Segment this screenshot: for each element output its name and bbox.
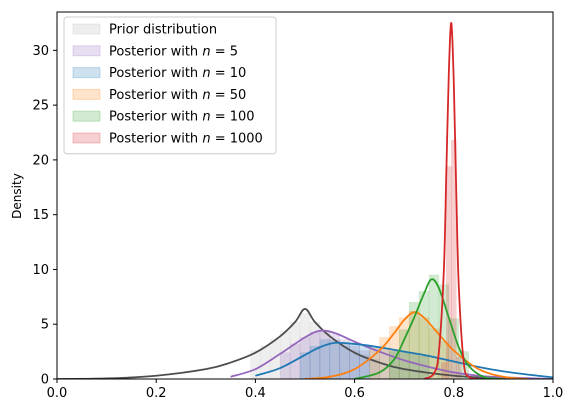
- legend-swatch: [72, 45, 101, 57]
- density-curve: [304, 311, 529, 379]
- legend-swatch: [72, 88, 101, 100]
- histogram-bar: [279, 330, 291, 379]
- x-tick-label: 0.6: [344, 386, 365, 401]
- density-curves-layer: [57, 22, 553, 379]
- plot-frame: [56, 11, 554, 380]
- histogram-bar: [446, 166, 452, 379]
- density-curve: [57, 307, 553, 379]
- legend: Prior distribution Posterior with n = 5 Po…: [63, 16, 277, 155]
- y-axis: 0 5 10 15 20 25 30: [32, 44, 57, 388]
- density-curve: [230, 329, 553, 379]
- histogram-bar: [359, 350, 370, 379]
- legend-swatch: [72, 67, 101, 79]
- y-tick-label: 5: [41, 318, 49, 333]
- legend-swatch: [72, 23, 101, 35]
- histogram-bar: [408, 302, 420, 379]
- histogram-series: [369, 310, 450, 379]
- legend-entry: Posterior with n = 50: [109, 88, 246, 103]
- y-tick-label: 10: [32, 263, 49, 278]
- x-tick-label: 0.8: [443, 386, 464, 401]
- x-tick-label: 1.0: [543, 386, 564, 401]
- histogram-bar: [250, 350, 261, 379]
- histogram-bar: [349, 350, 360, 379]
- legend-entry: Posterior with n = 100: [109, 110, 255, 125]
- histogram-bar: [309, 345, 321, 379]
- histogram-bar: [451, 139, 457, 379]
- histogram-bar: [379, 337, 390, 379]
- y-axis-label: Density: [10, 173, 24, 219]
- density-curve: [255, 341, 553, 379]
- histogram-bar: [329, 333, 341, 379]
- histogram-bar: [349, 343, 360, 379]
- x-axis: 0.0 0.2 0.4 0.6 0.8 1.0: [47, 379, 564, 401]
- legend-entry: Prior distribution: [109, 23, 217, 38]
- y-tick-label: 30: [32, 44, 49, 59]
- legend-swatch: [72, 110, 101, 122]
- y-tick-label: 15: [32, 208, 49, 223]
- histogram-bar: [398, 317, 410, 379]
- histogram-bar: [369, 348, 380, 379]
- legend-swatch: [72, 132, 101, 144]
- histogram-bar: [349, 345, 360, 379]
- y-tick-label: 20: [32, 153, 49, 168]
- legend-entry: Posterior with n = 10: [109, 66, 246, 81]
- density-curve: [354, 278, 504, 379]
- histogram-bar: [369, 358, 380, 379]
- x-tick-label: 0.0: [47, 386, 68, 401]
- histogram-bar: [398, 329, 410, 379]
- x-tick-label: 0.4: [245, 386, 266, 401]
- histogram-bar: [329, 340, 341, 379]
- y-tick-label: 25: [32, 99, 49, 114]
- legend-box: [63, 16, 277, 155]
- histogram-bar: [428, 274, 440, 379]
- density-curve: [423, 22, 479, 379]
- legend-entry: Posterior with n = 5: [109, 44, 238, 59]
- y-tick-label: 0: [41, 373, 49, 388]
- legend-entry: Posterior with n = 1000: [109, 132, 263, 147]
- x-tick-label: 0.2: [146, 386, 167, 401]
